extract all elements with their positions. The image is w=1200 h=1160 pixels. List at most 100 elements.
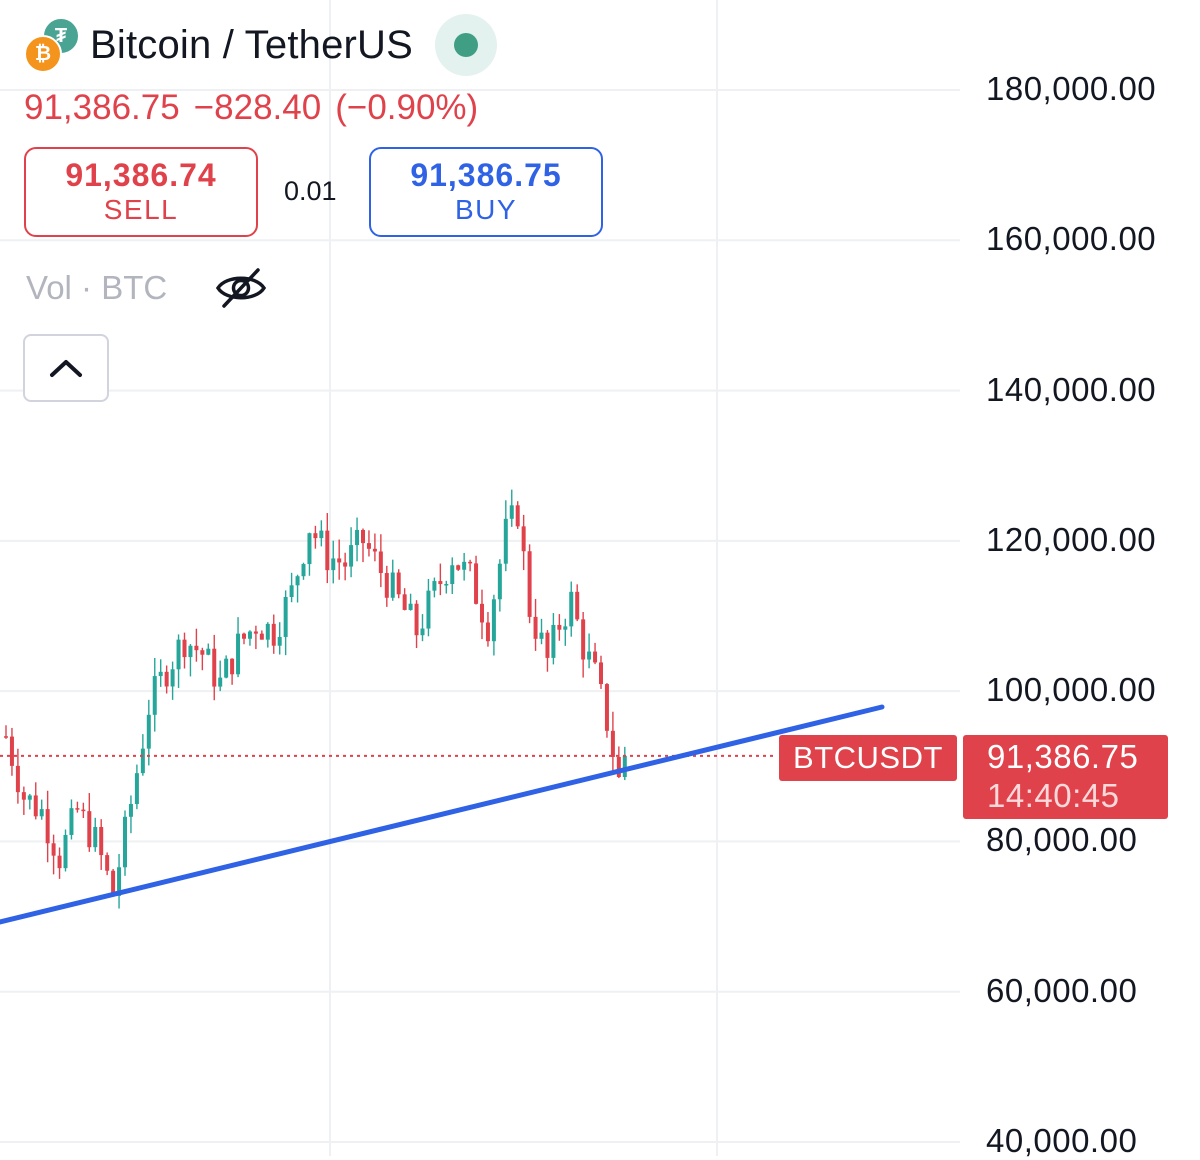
candle: [277, 622, 282, 655]
candle-body: [128, 804, 133, 817]
candle: [218, 660, 223, 692]
candle-body: [581, 619, 586, 660]
collapse-button[interactable]: [23, 334, 109, 402]
candle: [539, 618, 544, 645]
candle-body: [200, 650, 205, 655]
candle-body: [27, 795, 32, 800]
candle: [551, 613, 556, 665]
candle-body: [301, 564, 306, 577]
candle: [283, 590, 288, 656]
candle-body: [468, 561, 473, 564]
candle: [355, 517, 360, 562]
candle-body: [491, 599, 496, 642]
candle: [545, 630, 550, 672]
candle: [414, 600, 419, 649]
candle-body: [63, 834, 68, 869]
candle-body: [21, 792, 26, 800]
candle: [247, 630, 252, 646]
candle: [599, 655, 603, 689]
candle-body: [111, 870, 116, 896]
candle: [497, 559, 502, 612]
candle: [105, 852, 110, 876]
buy-button[interactable]: 91,386.75 BUY: [369, 147, 603, 237]
candle-body: [259, 633, 264, 640]
candle: [182, 632, 187, 669]
candle: [610, 711, 615, 773]
candle: [265, 622, 270, 648]
candle: [509, 489, 514, 527]
candle: [372, 533, 377, 562]
y-axis-tick-label: 180,000.00: [986, 70, 1157, 107]
candle: [27, 793, 32, 810]
candle: [123, 810, 127, 876]
candle: [152, 657, 157, 732]
candle-body: [117, 867, 122, 896]
candle-body: [247, 631, 252, 639]
volume-label: Vol · BTC: [26, 269, 168, 306]
candle: [200, 647, 205, 671]
candle-body: [456, 565, 461, 570]
candle: [337, 539, 342, 580]
sell-button[interactable]: 91,386.74 SELL: [24, 147, 258, 237]
candle-body: [622, 755, 627, 778]
candle: [4, 725, 8, 739]
candle: [87, 793, 92, 852]
candle-body: [93, 826, 98, 848]
candle: [456, 564, 461, 571]
candle-body: [57, 855, 62, 869]
eye-off-icon[interactable]: [215, 266, 267, 310]
market-status[interactable]: [435, 14, 498, 76]
candle: [134, 764, 139, 810]
candle-body: [319, 530, 324, 539]
candle-body: [39, 809, 44, 817]
candle-body: [194, 645, 199, 651]
candle: [57, 847, 62, 879]
candle-body: [610, 730, 615, 758]
candle: [622, 746, 627, 781]
candle: [117, 853, 122, 909]
candle-body: [33, 795, 38, 817]
candle: [604, 683, 609, 738]
candle-body: [45, 809, 50, 844]
candle-body: [289, 585, 294, 598]
candle: [253, 625, 258, 650]
candle: [533, 598, 538, 651]
candle-body: [236, 633, 241, 675]
candle-body: [134, 773, 139, 805]
chevron-up-icon: [50, 360, 82, 377]
candle: [301, 562, 306, 580]
candle-body: [337, 558, 342, 563]
chart-grid: [0, 0, 960, 1156]
candle-body: [4, 736, 8, 738]
candle: [99, 819, 104, 870]
trendline[interactable]: [0, 704, 885, 925]
candle-body: [242, 633, 246, 639]
candle-body: [426, 590, 431, 629]
buy-price: 91,386.75: [410, 157, 562, 193]
symbol-title: Bitcoin / TetherUS: [90, 22, 414, 67]
candle-body: [81, 809, 86, 812]
candle: [480, 589, 484, 640]
candle: [390, 559, 395, 601]
candle: [21, 786, 26, 815]
candle-body: [575, 591, 580, 620]
candle-body: [485, 622, 490, 642]
symbol-header[interactable]: ₮ ₿ Bitcoin / TetherUS: [24, 14, 498, 76]
candle: [69, 799, 74, 840]
candle: [325, 513, 330, 584]
candle-body: [450, 565, 455, 585]
candle-body: [444, 584, 449, 586]
candle: [527, 544, 532, 624]
candle: [503, 500, 508, 572]
candle: [569, 581, 574, 637]
candle: [432, 577, 437, 598]
candle-body: [599, 662, 603, 685]
candle: [408, 593, 413, 611]
candle-body: [372, 548, 377, 552]
candle: [343, 552, 348, 581]
candle: [75, 801, 80, 813]
sell-price: 91,386.74: [65, 157, 217, 193]
candle-body: [307, 533, 312, 565]
candle: [236, 617, 241, 678]
